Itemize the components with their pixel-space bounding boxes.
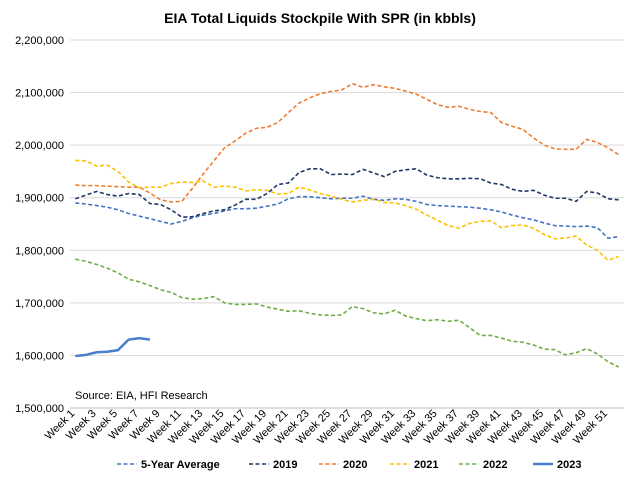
series-line-2022: [75, 258, 620, 368]
y-tick-label: 1,900,000: [15, 193, 64, 205]
y-tick-label: 1,700,000: [15, 298, 64, 310]
y-tick-label: 2,000,000: [15, 140, 64, 152]
series-line-5-year-average: [75, 195, 619, 240]
y-tick-label: 1,500,000: [15, 403, 64, 415]
legend-label: 2021: [414, 459, 438, 471]
legend-label: 2022: [483, 459, 507, 471]
legend-label: 2019: [273, 459, 297, 471]
legend-label: 5-Year Average: [141, 459, 220, 471]
legend-label: 2023: [557, 459, 581, 471]
chart-title: EIA Total Liquids Stockpile With SPR (in…: [164, 10, 476, 26]
series-line-2023: [75, 336, 151, 358]
legend-label: 2020: [343, 459, 367, 471]
y-tick-label: 2,100,000: [15, 88, 64, 100]
series-line-2019: [75, 167, 619, 218]
series-line-2021: [75, 159, 619, 262]
y-tick-label: 1,600,000: [15, 350, 64, 362]
series-line-2020: [75, 82, 620, 203]
y-tick-label: 2,200,000: [15, 35, 64, 47]
y-tick-label: 1,800,000: [15, 245, 64, 257]
source-note: Source: EIA, HFI Research: [75, 390, 208, 402]
